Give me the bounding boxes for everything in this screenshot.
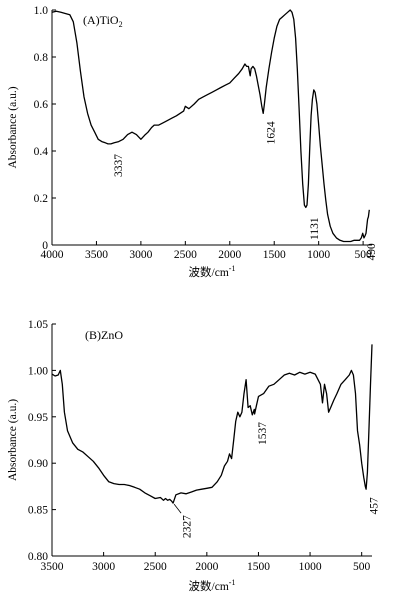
x-axis-title-unit-exponent: -1 — [229, 578, 236, 587]
x-axis-title-unit-exponent: -1 — [229, 264, 236, 273]
peak-label: 457 — [368, 497, 380, 514]
x-axis-title: 波数/cm-1 — [189, 264, 236, 279]
x-tick-label: 2500 — [144, 561, 167, 573]
x-axis-title-text: 波数/cm — [189, 265, 229, 279]
y-tick-label: 1.00 — [28, 365, 48, 377]
peak-label: 1537 — [257, 422, 269, 445]
x-tick-label: 1000 — [307, 249, 330, 261]
chart-panel-tio2: 4000 3500 3000 2500 2000 1500 1000 500 0 0.2 0.4 0.… — [7, 5, 378, 279]
y-tick-label: 0.8 — [34, 52, 49, 64]
x-tick-label: 1000 — [299, 561, 322, 573]
x-tick-label: 2000 — [195, 561, 218, 573]
y-tick-label: 0.90 — [28, 458, 48, 470]
panel-label-subscript: 2 — [119, 20, 123, 29]
peak-label: 2327 — [181, 515, 193, 538]
y-tick-label: 0 — [42, 240, 48, 252]
chart-panel-zno: 3500 3000 2500 2000 1500 1000 500 0.80 0.85 0.90 0… — [7, 319, 380, 593]
y-tick-label: 0.4 — [34, 146, 49, 158]
panel-label-text: (B)ZnO — [85, 328, 123, 342]
x-tick-label: 4000 — [41, 249, 64, 261]
y-tick-label: 1.05 — [28, 319, 48, 331]
x-tick-label: 3000 — [129, 249, 152, 261]
x-tick-label: 3500 — [41, 561, 64, 573]
x-axis-title-text: 波数/cm — [189, 579, 229, 593]
y-tick-label: 1.0 — [34, 5, 49, 17]
x-tick-label: 2500 — [174, 249, 197, 261]
x-tick-label: 3500 — [85, 249, 108, 261]
x-axis-title: 波数/cm-1 — [189, 578, 236, 593]
y-tick-label: 0.95 — [28, 412, 48, 424]
y-tick-label: 0.85 — [28, 505, 48, 517]
spectrum-line — [51, 344, 373, 504]
peak-label: 3337 — [113, 154, 125, 177]
y-tick-label: 0.2 — [34, 193, 49, 205]
y-tick-label: 0.80 — [28, 551, 48, 563]
x-tick-label: 500 — [354, 249, 372, 261]
y-axis-title: Absorbance (a.u.) — [7, 399, 19, 481]
x-tick-label: 500 — [353, 561, 371, 573]
panel-label: (B)ZnO — [85, 328, 123, 342]
y-axis-title: Absorbance (a.u.) — [7, 86, 19, 168]
x-tick-label: 2000 — [218, 249, 241, 261]
spectrum-line — [51, 9, 370, 243]
x-tick-label: 3000 — [92, 561, 115, 573]
panel-label-text: (A)TiO — [83, 13, 119, 27]
x-tick-label: 1500 — [263, 249, 286, 261]
y-tick-label: 0.6 — [34, 99, 49, 111]
peak-label: 1624 — [265, 121, 277, 144]
peak-leader-line — [173, 503, 182, 514]
panel-label: (A)TiO2 — [83, 13, 123, 29]
x-tick-label: 1500 — [247, 561, 270, 573]
peak-label: 1131 — [309, 217, 321, 240]
peak-label: 490 — [366, 243, 378, 261]
